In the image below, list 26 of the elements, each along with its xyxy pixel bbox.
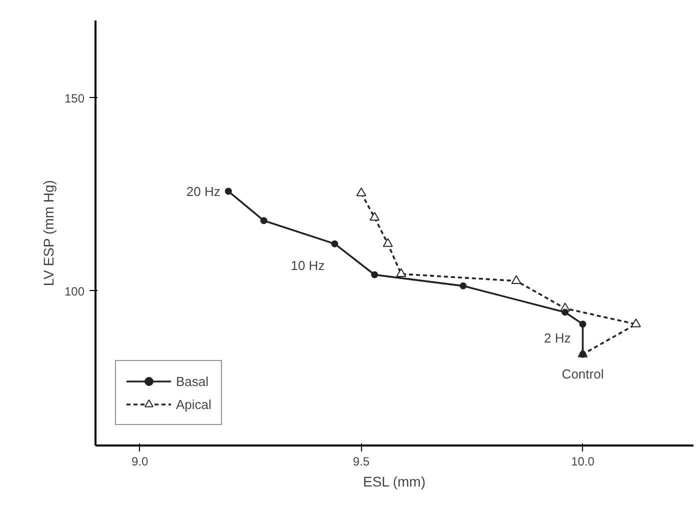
- y-tick-label: 150: [64, 91, 85, 106]
- point: [382, 238, 393, 247]
- y-tick-label: 100: [64, 284, 85, 298]
- point: [224, 188, 232, 195]
- x-tick-label: 9.5: [352, 454, 370, 468]
- point: [370, 212, 380, 221]
- annotation: 10 Hz: [290, 258, 325, 273]
- point: [562, 308, 569, 316]
- point: [511, 275, 522, 284]
- y-axis-title: LV ESP (mm Hg): [40, 180, 56, 286]
- point: [356, 188, 366, 196]
- x-tick-label: 9.0: [131, 454, 148, 468]
- point: [371, 271, 378, 278]
- point: [579, 320, 586, 328]
- x-axis-title: ESL (mm): [363, 474, 426, 490]
- point: [460, 282, 467, 290]
- legend-label: Apical: [176, 396, 212, 412]
- legend-label: Basal: [176, 374, 209, 388]
- annotation: Control: [562, 366, 604, 382]
- point: [260, 217, 268, 224]
- point: [630, 318, 641, 328]
- point: [396, 268, 406, 278]
- annotation: 20 Hz: [186, 184, 220, 199]
- annotation: 2 Hz: [544, 330, 571, 346]
- x-tick-label: 10.0: [571, 454, 595, 468]
- point: [331, 240, 338, 248]
